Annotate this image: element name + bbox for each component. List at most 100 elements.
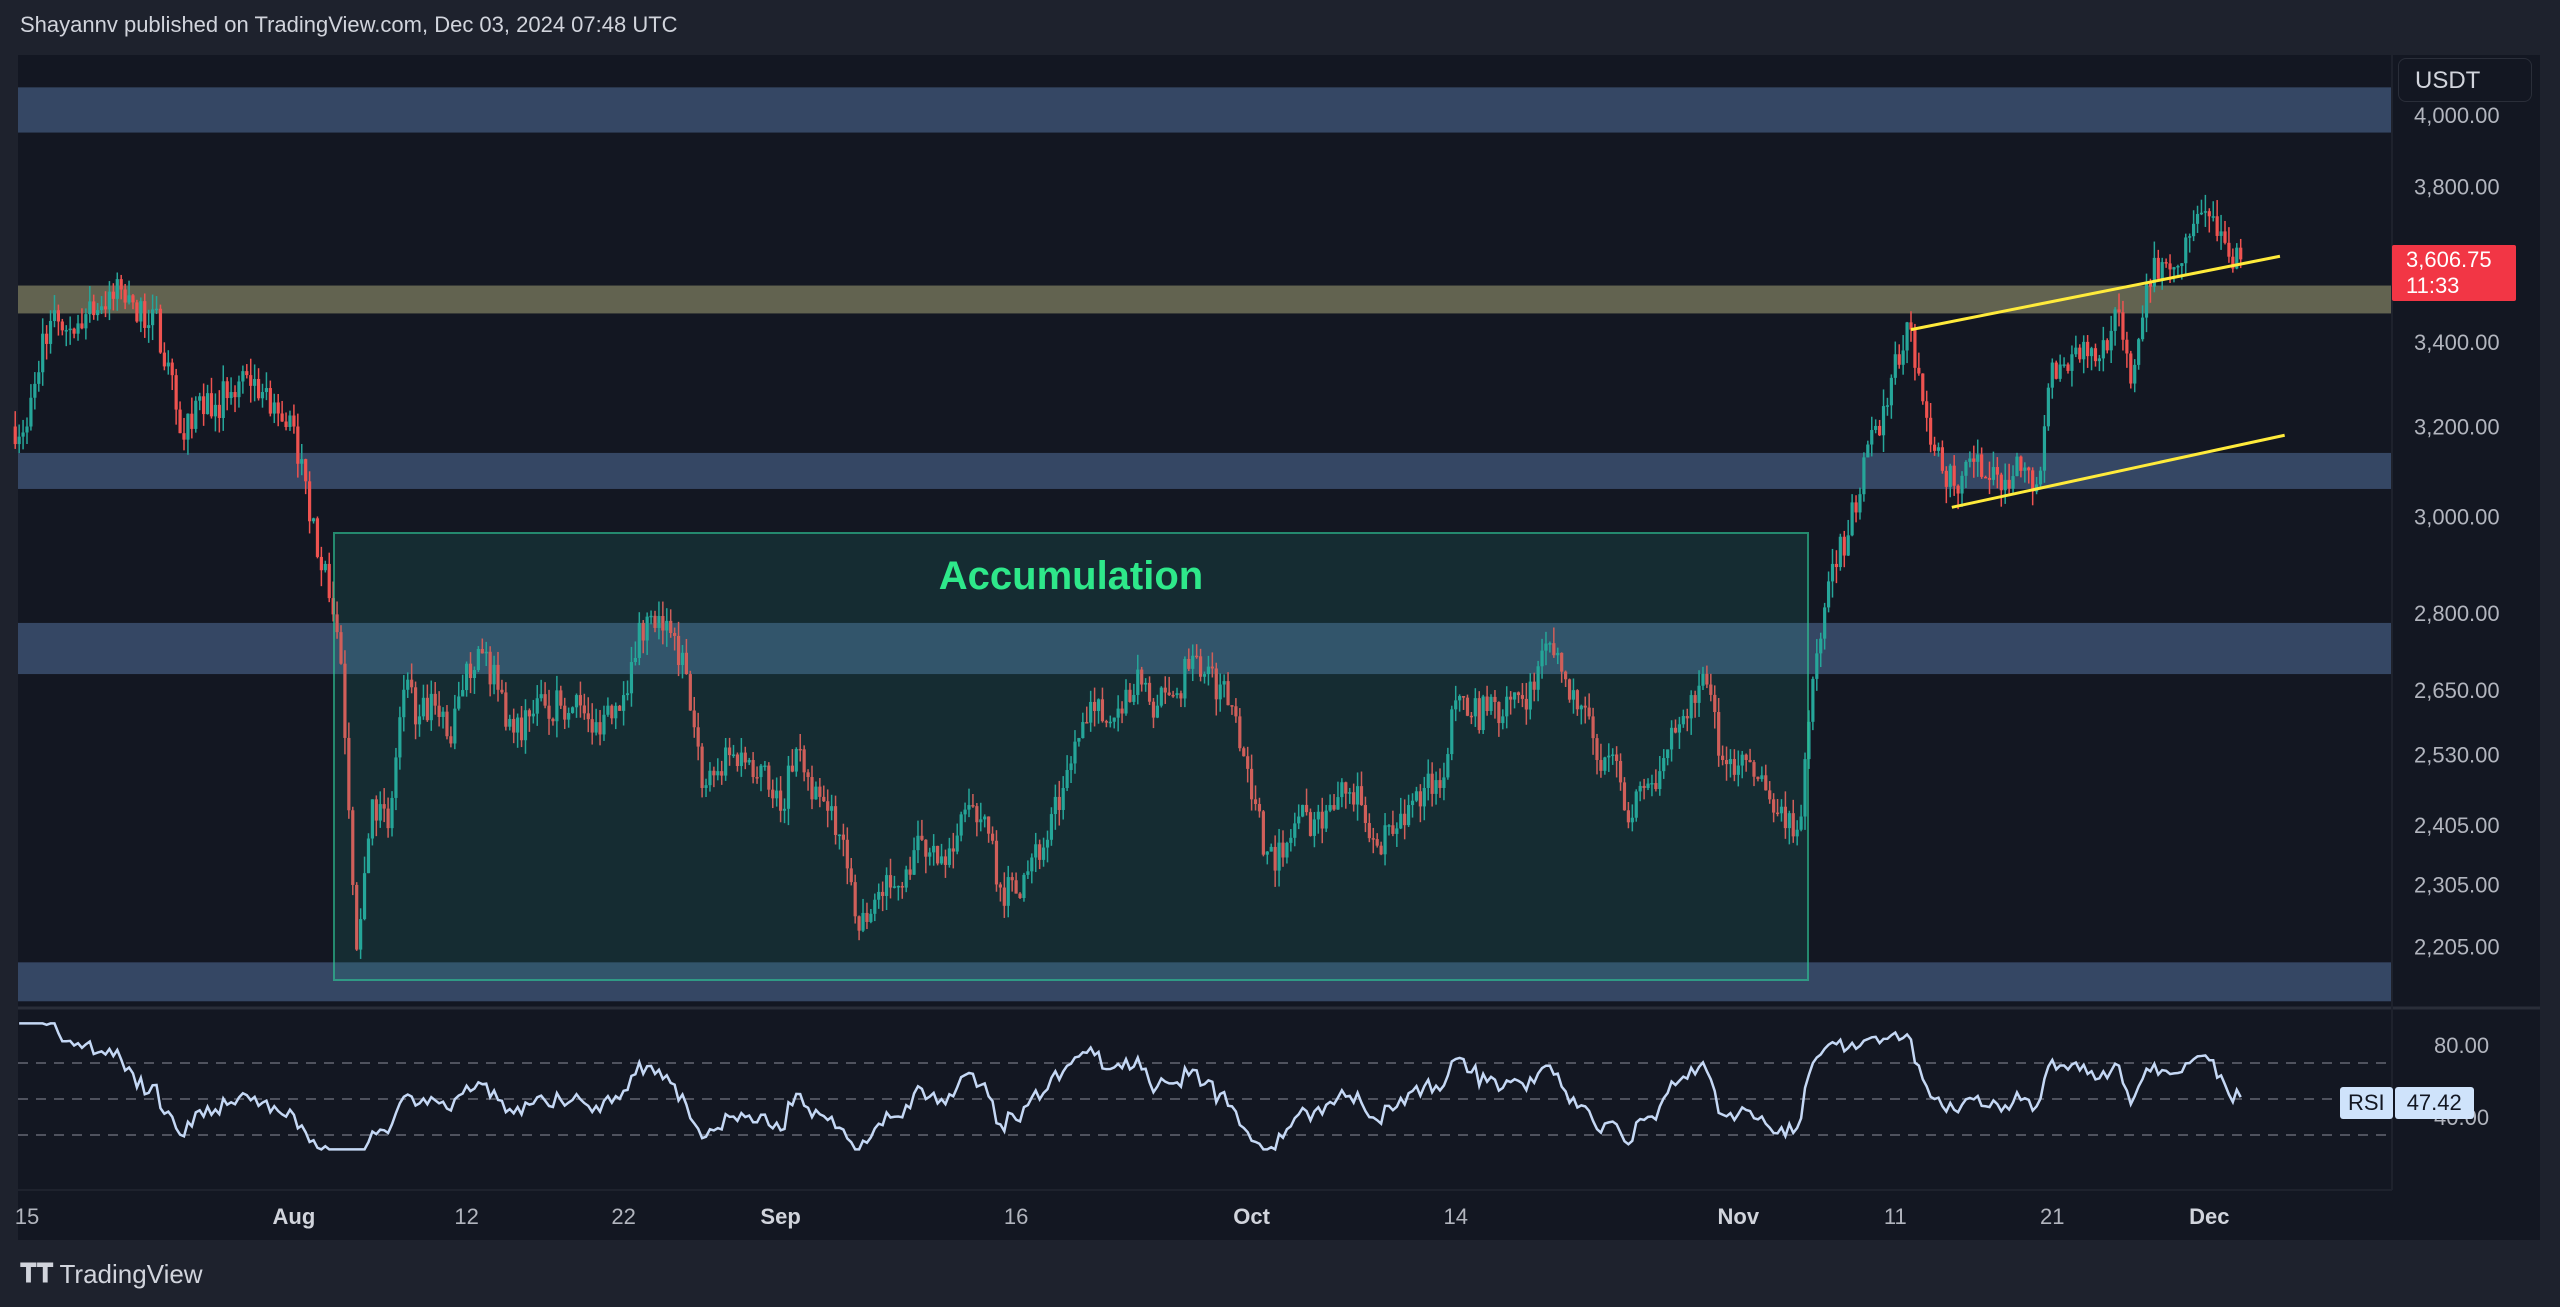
candle xyxy=(547,705,551,719)
candle xyxy=(622,695,626,711)
candle xyxy=(975,806,979,823)
candle xyxy=(618,705,622,711)
candle xyxy=(178,409,182,434)
candle xyxy=(676,635,681,666)
candle xyxy=(1002,887,1006,906)
candle xyxy=(1685,716,1689,719)
rsi-tag: RSI 47.42 xyxy=(2340,1087,2474,1119)
candle xyxy=(154,308,159,311)
candle xyxy=(221,381,225,419)
candle xyxy=(2078,347,2082,360)
candle xyxy=(256,378,261,399)
candle xyxy=(1038,844,1042,860)
candle xyxy=(2007,479,2011,489)
candle xyxy=(2089,348,2094,357)
candle xyxy=(1811,678,1815,722)
currency-button[interactable]: USDT xyxy=(2398,58,2532,102)
candle xyxy=(1147,682,1152,702)
candle xyxy=(1089,701,1093,723)
time-tick: 21 xyxy=(2040,1204,2064,1229)
candle xyxy=(720,771,724,776)
candle xyxy=(1473,698,1477,717)
price-tick: 2,205.00 xyxy=(2414,934,2500,959)
candle xyxy=(2011,476,2015,489)
candle xyxy=(92,301,96,316)
candle xyxy=(767,765,771,790)
candle xyxy=(519,717,524,741)
candle xyxy=(1477,698,1481,731)
candle xyxy=(1167,692,1171,695)
candle xyxy=(504,692,508,727)
candle xyxy=(445,711,449,737)
candle xyxy=(315,518,320,557)
candle xyxy=(2148,281,2153,287)
candle xyxy=(712,770,716,776)
candle xyxy=(943,856,948,865)
candle xyxy=(1206,666,1211,675)
candle xyxy=(480,648,484,654)
candle xyxy=(25,426,29,433)
candle xyxy=(1383,825,1387,855)
candle xyxy=(1717,712,1721,756)
candle xyxy=(1528,681,1532,710)
candle xyxy=(370,799,374,839)
candle xyxy=(1583,705,1587,708)
candle xyxy=(578,695,583,706)
candle xyxy=(708,770,712,786)
candle xyxy=(198,396,202,401)
tradingview-logo[interactable]: 𝐓𝐓 TradingView xyxy=(20,1258,203,1290)
candle xyxy=(1697,685,1701,703)
candle xyxy=(1218,684,1222,700)
candle xyxy=(1344,782,1348,794)
candle xyxy=(1567,679,1572,700)
candle xyxy=(1929,417,1933,445)
price-tick: 2,305.00 xyxy=(2414,872,2500,897)
candle xyxy=(1198,656,1203,677)
candle xyxy=(1622,782,1627,811)
candle xyxy=(908,869,912,875)
candle xyxy=(1512,692,1517,700)
candle xyxy=(2219,231,2223,236)
candle xyxy=(1956,485,1960,494)
accumulation-box[interactable]: Accumulation xyxy=(333,532,1809,981)
candle xyxy=(1493,696,1497,703)
candle xyxy=(610,705,614,719)
candle xyxy=(1921,373,1925,402)
candle xyxy=(661,616,665,631)
candle xyxy=(2050,362,2054,388)
candle xyxy=(1355,786,1360,805)
candle xyxy=(413,687,418,725)
candle xyxy=(1057,796,1061,810)
candle xyxy=(1658,771,1662,790)
candle xyxy=(1497,702,1501,724)
tv-logo-icon: 𝐓𝐓 xyxy=(20,1258,54,1288)
candle xyxy=(115,279,119,299)
candle xyxy=(810,777,814,800)
candle xyxy=(1128,689,1132,702)
candle xyxy=(280,413,284,422)
candle xyxy=(1889,377,1893,406)
candle xyxy=(543,694,547,706)
candle xyxy=(1458,696,1462,701)
time-tick: Oct xyxy=(1233,1204,1270,1229)
candle xyxy=(1348,792,1352,794)
candle xyxy=(1516,692,1521,696)
price-tick: 2,800.00 xyxy=(2414,601,2500,626)
candle xyxy=(1544,643,1548,651)
candle xyxy=(1191,655,1195,669)
candle xyxy=(260,392,265,399)
candle xyxy=(2152,257,2156,287)
candle xyxy=(2113,309,2117,331)
candle xyxy=(1230,705,1234,707)
candle xyxy=(1540,650,1544,667)
rsi-pane: 80.0040.00 xyxy=(18,1022,2489,1152)
candle xyxy=(1387,825,1391,827)
candle xyxy=(743,752,747,763)
candle xyxy=(1866,444,1870,458)
candle xyxy=(2042,426,2047,471)
candle xyxy=(920,835,924,840)
candle xyxy=(2086,341,2090,357)
candle xyxy=(1328,805,1332,811)
candle xyxy=(1081,722,1085,739)
